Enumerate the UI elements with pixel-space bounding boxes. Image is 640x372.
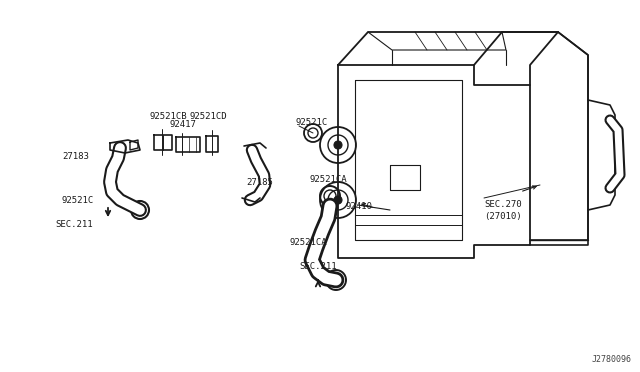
Text: 92521C: 92521C [62,196,94,205]
Text: 92521CD: 92521CD [189,112,227,121]
Text: 27185: 27185 [246,178,273,187]
Text: 92521CB: 92521CB [149,112,187,121]
Text: SEC.211: SEC.211 [299,262,337,271]
Text: 92417: 92417 [170,120,196,129]
Text: 27183: 27183 [62,152,89,161]
Circle shape [334,196,342,204]
Text: 92521CA: 92521CA [310,175,348,184]
Text: 92521CA: 92521CA [290,238,328,247]
Text: J2780096: J2780096 [592,355,632,364]
Text: SEC.270: SEC.270 [484,200,522,209]
Text: 92521C: 92521C [295,118,327,127]
Text: SEC.211: SEC.211 [55,220,93,229]
Circle shape [334,141,342,149]
Text: (27010): (27010) [484,212,522,221]
Text: 92410: 92410 [345,202,372,211]
